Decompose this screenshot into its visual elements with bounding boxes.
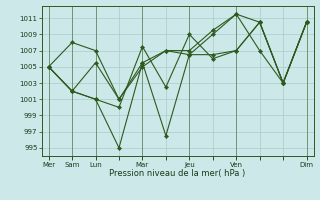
X-axis label: Pression niveau de la mer( hPa ): Pression niveau de la mer( hPa ) — [109, 169, 246, 178]
